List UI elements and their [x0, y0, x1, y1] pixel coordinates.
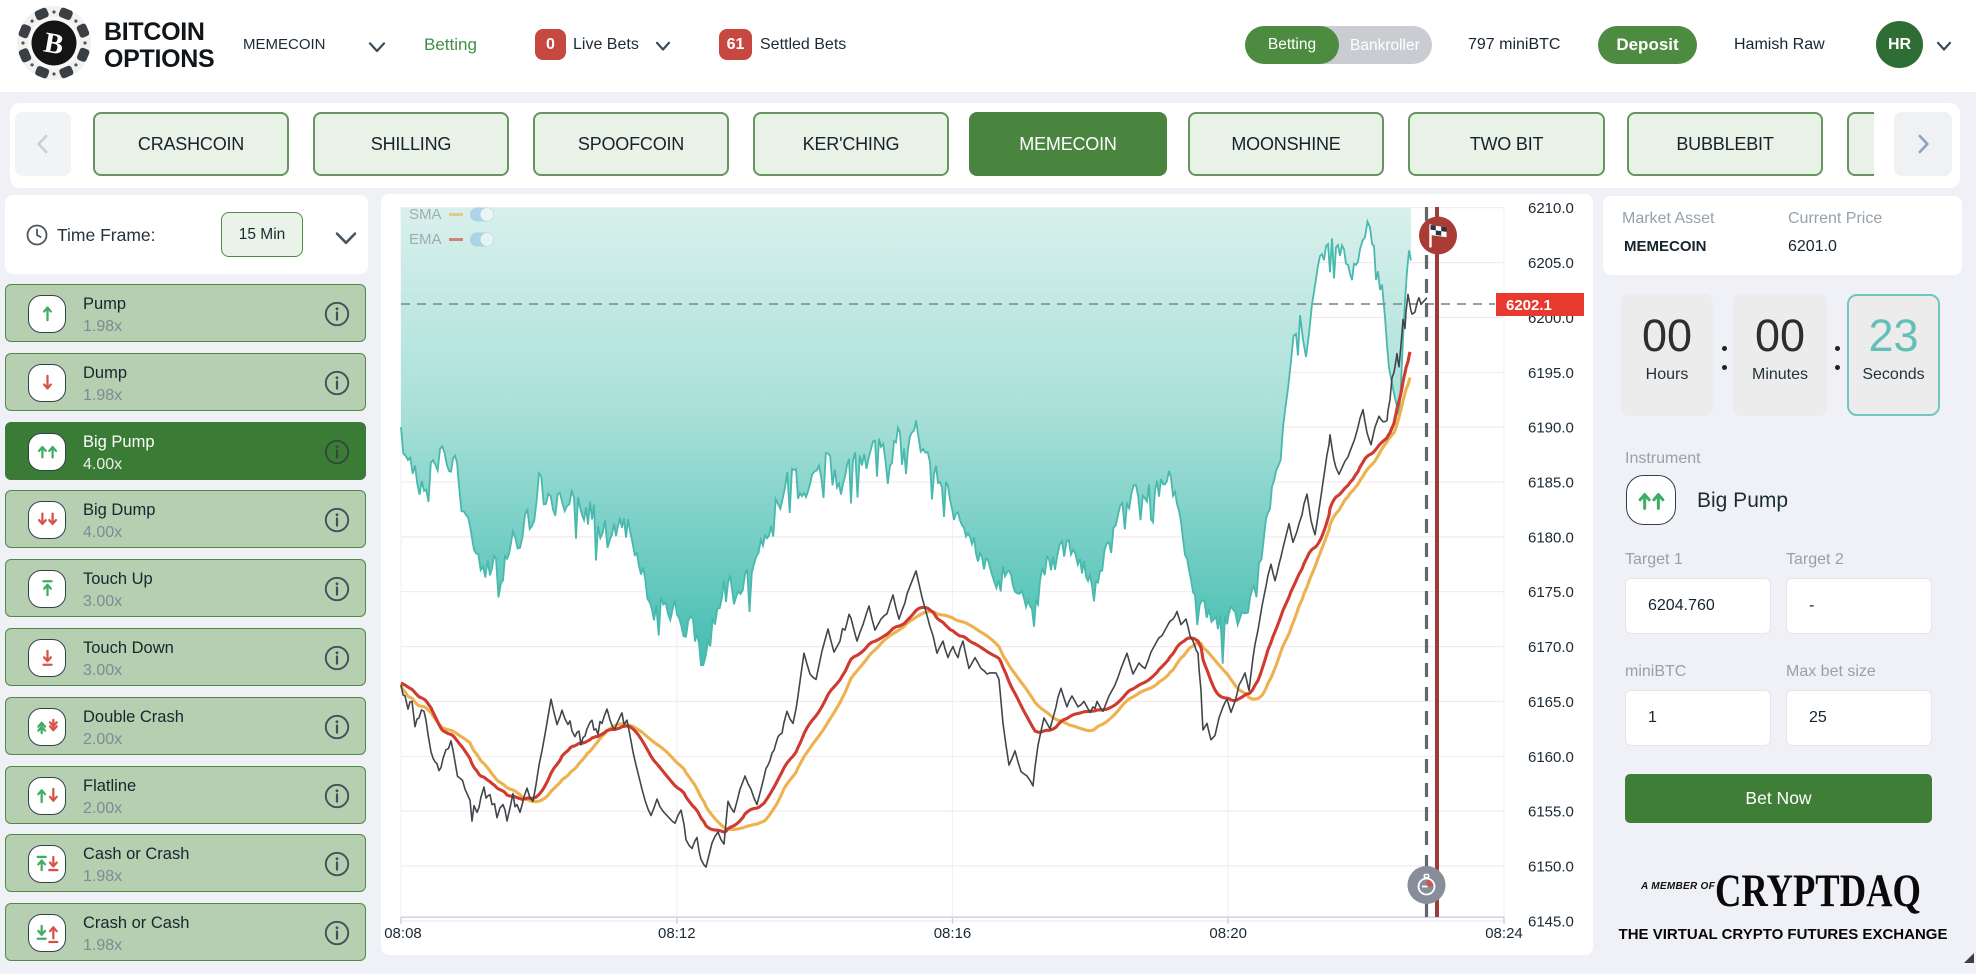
svg-text:6185.0: 6185.0 — [1528, 475, 1574, 492]
svg-text:6190.0: 6190.0 — [1528, 420, 1574, 437]
svg-text:6145.0: 6145.0 — [1528, 913, 1574, 930]
svg-text:08:12: 08:12 — [658, 925, 696, 942]
svg-text:6195.0: 6195.0 — [1528, 365, 1574, 382]
svg-text:08:08: 08:08 — [384, 925, 422, 942]
svg-text:EMA: EMA — [409, 231, 442, 248]
svg-text:08:20: 08:20 — [1209, 925, 1247, 942]
svg-text:6175.0: 6175.0 — [1528, 584, 1574, 601]
svg-text:6170.0: 6170.0 — [1528, 639, 1574, 656]
svg-text:08:24: 08:24 — [1485, 925, 1523, 942]
svg-text:08:16: 08:16 — [934, 925, 972, 942]
svg-text:6155.0: 6155.0 — [1528, 804, 1574, 821]
svg-text:CRYPTDAQ: CRYPTDAQ — [1715, 865, 1921, 917]
svg-text:SMA: SMA — [409, 206, 442, 223]
svg-text:6165.0: 6165.0 — [1528, 694, 1574, 711]
svg-text:6210.0: 6210.0 — [1528, 200, 1574, 217]
svg-text:6205.0: 6205.0 — [1528, 255, 1574, 272]
svg-text:6180.0: 6180.0 — [1528, 529, 1574, 546]
svg-text:6160.0: 6160.0 — [1528, 749, 1574, 766]
svg-text:6150.0: 6150.0 — [1528, 859, 1574, 876]
svg-text:6202.1: 6202.1 — [1506, 297, 1552, 314]
